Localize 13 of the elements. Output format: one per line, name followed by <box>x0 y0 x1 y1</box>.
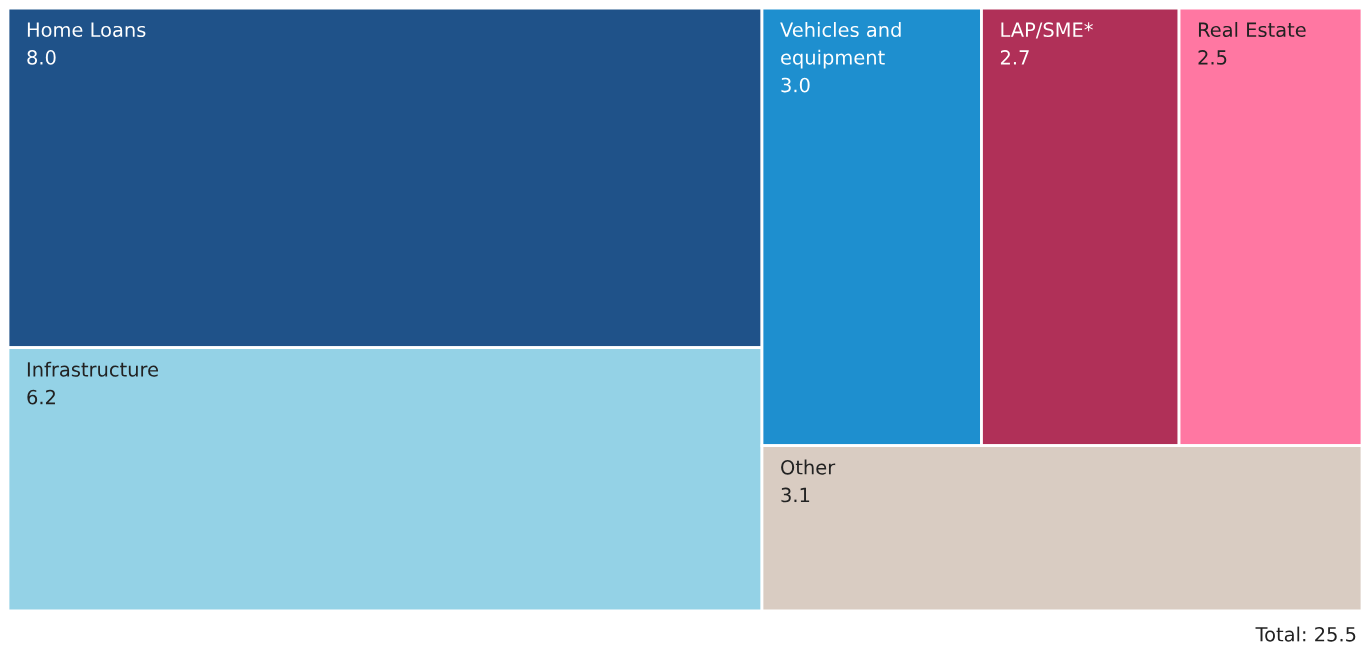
data-label: 2.7 <box>1000 50 1029 65</box>
data-label: 3.0 <box>781 77 810 93</box>
category-label: Home Loans <box>27 22 146 38</box>
data-label: 8.0 <box>27 50 56 65</box>
data-label: 2.5 <box>1198 50 1227 65</box>
category-label: Real Estate <box>1198 22 1306 38</box>
category-label: Vehicles and equipment <box>780 22 901 69</box>
category-label: Other <box>781 459 836 475</box>
category-label: Infrastructure <box>27 361 159 377</box>
category-label: LAP/SME* <box>1001 22 1093 39</box>
text: Total: 25.5 <box>1255 626 1356 642</box>
data-label: 3.1 <box>781 487 810 503</box>
data-label: 6.2 <box>27 389 55 405</box>
